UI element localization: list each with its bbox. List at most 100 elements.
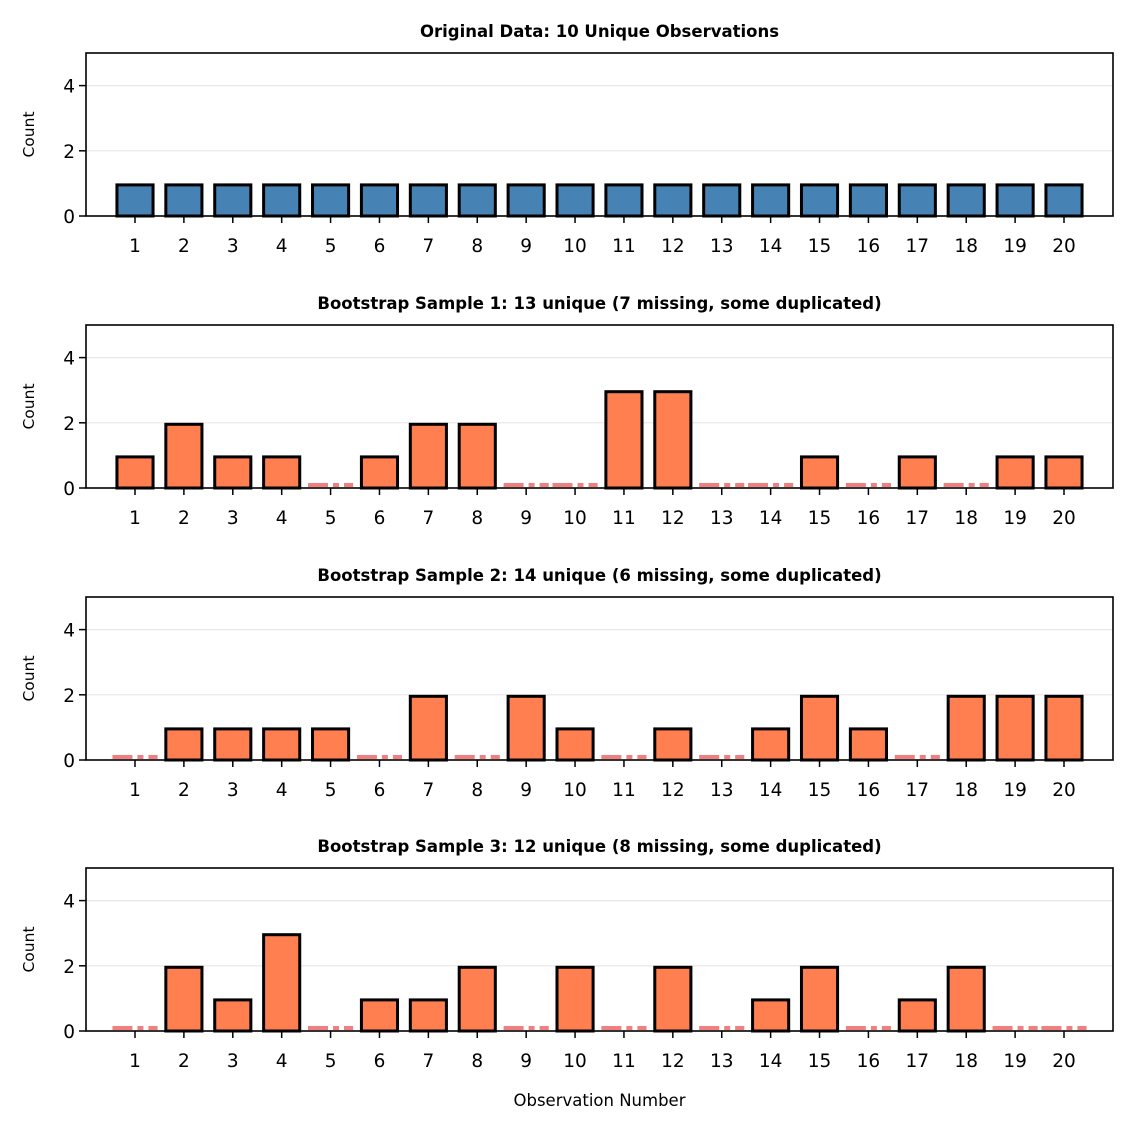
x-tick-label: 16 bbox=[857, 1051, 881, 1072]
bar-obs-15 bbox=[799, 965, 840, 1033]
bar-obs-4 bbox=[262, 727, 302, 762]
bar-obs-7 bbox=[408, 422, 448, 490]
bar-obs-18 bbox=[946, 965, 986, 1033]
bar-obs-13 bbox=[702, 183, 742, 218]
x-tick-label: 15 bbox=[808, 236, 832, 257]
x-tick-label: 11 bbox=[612, 1051, 636, 1072]
x-tick-label: 2 bbox=[178, 780, 190, 801]
bar-obs-20 bbox=[1044, 694, 1084, 762]
x-tick-label: 19 bbox=[1003, 236, 1027, 257]
x-tick-label: 13 bbox=[710, 1051, 734, 1072]
panel-4: Bootstrap Sample 3: 12 unique (8 missing… bbox=[20, 837, 1114, 1110]
bar-obs-2 bbox=[164, 727, 204, 762]
x-tick-label: 14 bbox=[759, 780, 783, 801]
x-tick-label: 13 bbox=[710, 508, 734, 529]
bar-obs-10 bbox=[555, 965, 595, 1033]
y-tick-label: 2 bbox=[63, 686, 75, 707]
bar-obs-3 bbox=[213, 455, 253, 490]
bar-obs-4 bbox=[262, 183, 302, 218]
x-axis-label: Observation Number bbox=[513, 1091, 685, 1110]
panel-3: Bootstrap Sample 2: 14 unique (6 missing… bbox=[20, 566, 1114, 801]
x-tick-label: 8 bbox=[471, 508, 483, 529]
x-tick-label: 14 bbox=[759, 1051, 783, 1072]
x-tick-label: 20 bbox=[1052, 780, 1076, 801]
x-tick-label: 20 bbox=[1052, 1051, 1076, 1072]
bar-obs-1 bbox=[115, 183, 155, 218]
x-tick-label: 2 bbox=[178, 1051, 190, 1072]
bar-obs-19 bbox=[995, 183, 1035, 218]
bar-obs-8 bbox=[457, 965, 497, 1033]
bar-obs-18 bbox=[946, 694, 986, 762]
x-tick-label: 7 bbox=[422, 236, 434, 257]
x-tick-label: 5 bbox=[325, 1051, 337, 1072]
bar-obs-3 bbox=[213, 727, 253, 762]
x-tick-label: 6 bbox=[374, 236, 386, 257]
x-tick-label: 7 bbox=[422, 508, 434, 529]
x-tick-label: 6 bbox=[374, 508, 386, 529]
x-tick-label: 5 bbox=[325, 236, 337, 257]
x-tick-label: 4 bbox=[276, 508, 288, 529]
bar-obs-19 bbox=[995, 694, 1035, 762]
x-tick-label: 7 bbox=[422, 780, 434, 801]
x-tick-label: 1 bbox=[129, 236, 141, 257]
y-tick-label: 0 bbox=[63, 479, 75, 500]
x-tick-label: 6 bbox=[374, 780, 386, 801]
bar-obs-8 bbox=[457, 183, 497, 218]
bar-obs-6 bbox=[359, 183, 400, 218]
x-tick-label: 17 bbox=[906, 236, 930, 257]
bar-obs-19 bbox=[995, 455, 1035, 490]
x-tick-label: 15 bbox=[808, 780, 832, 801]
y-tick-label: 4 bbox=[63, 621, 75, 642]
y-tick-label: 4 bbox=[63, 77, 75, 98]
axes-frame bbox=[85, 867, 1114, 1032]
bar-obs-10 bbox=[555, 727, 595, 762]
x-tick-label: 11 bbox=[612, 508, 636, 529]
x-tick-label: 5 bbox=[325, 508, 337, 529]
x-tick-label: 18 bbox=[954, 1051, 978, 1072]
x-tick-label: 1 bbox=[129, 508, 141, 529]
bar-obs-20 bbox=[1044, 455, 1084, 490]
panel-1: Original Data: 10 Unique Observations 0 2 4… bbox=[20, 22, 1114, 257]
x-tick-label: 9 bbox=[520, 236, 532, 257]
y-tick-label: 2 bbox=[63, 957, 75, 978]
x-tick-label: 18 bbox=[954, 780, 978, 801]
axes-frame bbox=[85, 596, 1114, 761]
x-tick-label: 12 bbox=[661, 508, 685, 529]
x-tick-label: 10 bbox=[563, 780, 587, 801]
y-tick-label: 0 bbox=[63, 751, 75, 772]
y-tick-label: 4 bbox=[63, 892, 75, 913]
x-tick-label: 13 bbox=[710, 780, 734, 801]
x-tick-label: 1 bbox=[129, 780, 141, 801]
x-tick-label: 15 bbox=[808, 1051, 832, 1072]
x-tick-label: 1 bbox=[129, 1051, 141, 1072]
x-tick-label: 9 bbox=[520, 508, 532, 529]
x-tick-label: 12 bbox=[661, 780, 685, 801]
y-axis-label: Count bbox=[20, 655, 38, 701]
x-tick-label: 2 bbox=[178, 236, 190, 257]
x-tick-label: 16 bbox=[857, 508, 881, 529]
x-tick-label: 8 bbox=[471, 780, 483, 801]
bar-obs-14 bbox=[751, 998, 791, 1033]
x-tick-label: 6 bbox=[374, 1051, 386, 1072]
x-tick-label: 13 bbox=[710, 236, 734, 257]
bar-obs-20 bbox=[1044, 183, 1084, 218]
x-tick-label: 3 bbox=[227, 508, 239, 529]
x-tick-label: 18 bbox=[954, 508, 978, 529]
bar-obs-12 bbox=[653, 390, 693, 490]
x-tick-label: 16 bbox=[857, 236, 881, 257]
bar-obs-12 bbox=[653, 965, 693, 1033]
y-tick-label: 0 bbox=[63, 207, 75, 228]
bar-obs-14 bbox=[751, 727, 791, 762]
bar-obs-11 bbox=[604, 390, 644, 490]
x-tick-label: 7 bbox=[422, 1051, 434, 1072]
bar-obs-12 bbox=[653, 727, 693, 762]
x-tick-label: 10 bbox=[563, 1051, 587, 1072]
bar-obs-5 bbox=[311, 183, 351, 218]
bar-obs-17 bbox=[897, 455, 937, 490]
x-tick-label: 17 bbox=[906, 1051, 930, 1072]
x-tick-label: 12 bbox=[661, 1051, 685, 1072]
panel-title: Bootstrap Sample 2: 14 unique (6 missing… bbox=[317, 566, 881, 585]
x-tick-label: 10 bbox=[563, 508, 587, 529]
x-tick-label: 19 bbox=[1003, 1051, 1027, 1072]
